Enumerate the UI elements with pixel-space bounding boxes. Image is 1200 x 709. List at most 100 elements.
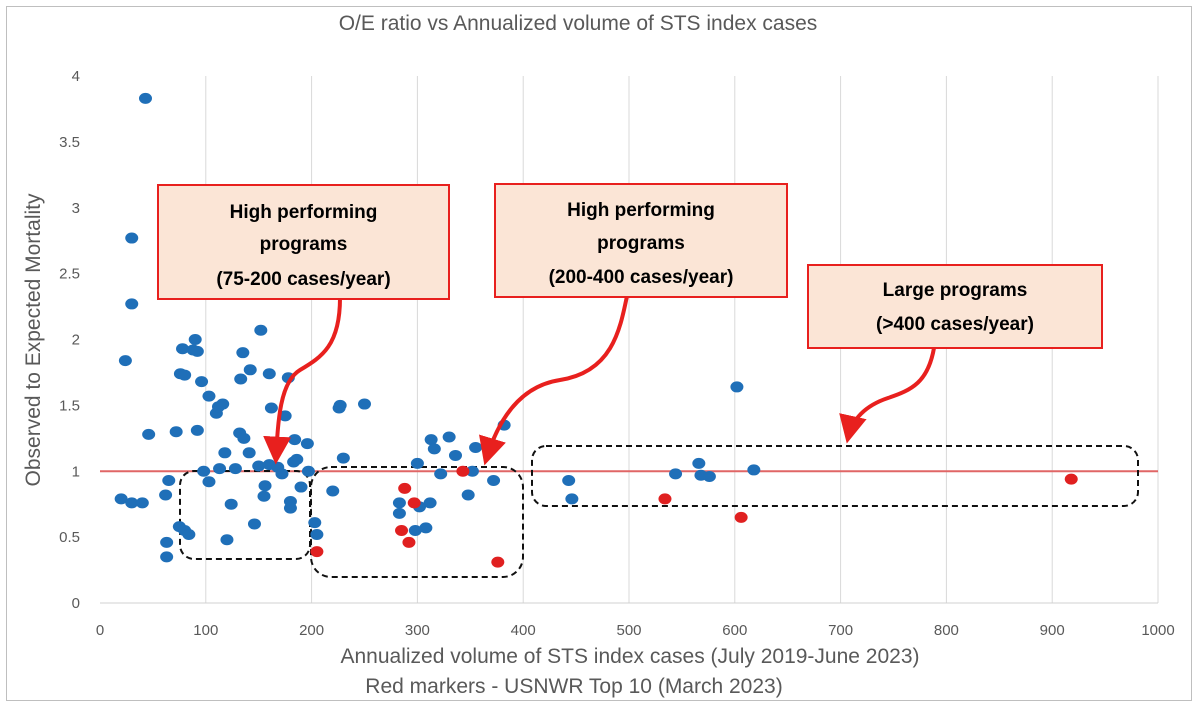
y-tick-label: 1 bbox=[72, 463, 80, 480]
data-point bbox=[125, 232, 139, 244]
data-point bbox=[326, 485, 340, 497]
data-point bbox=[465, 465, 479, 477]
data-point-top10 bbox=[1064, 473, 1078, 485]
data-point bbox=[135, 497, 149, 509]
data-point-top10 bbox=[398, 482, 412, 494]
data-point bbox=[202, 476, 216, 488]
data-point bbox=[423, 497, 437, 509]
data-point bbox=[125, 298, 139, 310]
x-tick-label: 100 bbox=[193, 622, 218, 639]
data-point bbox=[224, 498, 238, 510]
data-point-top10 bbox=[491, 556, 505, 568]
data-point bbox=[434, 468, 448, 480]
callout-line: programs bbox=[260, 234, 348, 255]
data-point bbox=[333, 399, 347, 411]
callout-line: (>400 cases/year) bbox=[876, 314, 1034, 335]
y-tick-label: 2 bbox=[72, 332, 80, 349]
y-tick-label: 1.5 bbox=[59, 397, 80, 414]
y-axis-title: Observed to Expected Mortality bbox=[22, 193, 45, 486]
data-point-top10 bbox=[658, 493, 672, 505]
data-point bbox=[138, 92, 152, 104]
data-point bbox=[487, 474, 501, 486]
callout-large: Large programs (>400 cases/year) bbox=[807, 264, 1103, 349]
data-point bbox=[197, 465, 211, 477]
data-point bbox=[118, 355, 132, 367]
chart-title: O/E ratio vs Annualized volume of STS in… bbox=[339, 12, 818, 35]
data-point bbox=[159, 489, 173, 501]
arrow-icon bbox=[839, 347, 936, 444]
data-point bbox=[237, 432, 251, 444]
data-point bbox=[424, 434, 438, 446]
callout-75-200: High performing programs (75-200 cases/y… bbox=[157, 184, 450, 300]
y-tick-label: 0 bbox=[72, 595, 80, 612]
data-point bbox=[747, 464, 761, 476]
callout-line: High performing bbox=[230, 202, 378, 223]
x-axis-title: Annualized volume of STS index cases (Ju… bbox=[341, 645, 920, 668]
data-point bbox=[176, 343, 190, 355]
data-point bbox=[202, 390, 216, 402]
data-point bbox=[290, 453, 304, 465]
data-point bbox=[288, 434, 302, 446]
data-point bbox=[294, 481, 308, 493]
group-outline-large bbox=[531, 445, 1139, 507]
x-tick-label: 300 bbox=[405, 622, 430, 639]
data-point bbox=[257, 490, 271, 502]
data-point bbox=[730, 381, 744, 393]
data-point bbox=[243, 364, 257, 376]
data-point bbox=[565, 493, 579, 505]
x-tick-label: 400 bbox=[511, 622, 536, 639]
arrow-icon bbox=[479, 295, 629, 466]
data-point-top10 bbox=[395, 525, 409, 537]
data-point bbox=[310, 528, 324, 540]
data-point bbox=[264, 402, 278, 414]
data-point bbox=[216, 398, 230, 410]
data-point bbox=[392, 497, 406, 509]
x-tick-label: 900 bbox=[1040, 622, 1065, 639]
y-tick-label: 3.5 bbox=[59, 134, 80, 151]
data-point bbox=[258, 480, 272, 492]
data-point bbox=[160, 551, 174, 563]
data-point bbox=[669, 468, 683, 480]
data-point bbox=[448, 449, 462, 461]
data-point bbox=[190, 345, 204, 357]
y-axis-ticks: 0 0.5 1 1.5 2 2.5 3 3.5 4 bbox=[59, 68, 80, 612]
data-point bbox=[692, 457, 706, 469]
data-point bbox=[195, 376, 209, 388]
group-outline-75-200 bbox=[179, 470, 311, 560]
data-point bbox=[300, 438, 314, 450]
x-tick-label: 800 bbox=[934, 622, 959, 639]
data-point bbox=[218, 447, 232, 459]
x-tick-label: 700 bbox=[828, 622, 853, 639]
data-point bbox=[461, 489, 475, 501]
data-point bbox=[408, 525, 422, 537]
data-point bbox=[247, 518, 261, 530]
data-point bbox=[308, 517, 322, 529]
x-tick-label: 600 bbox=[722, 622, 747, 639]
x-tick-label: 500 bbox=[616, 622, 641, 639]
data-point bbox=[442, 431, 456, 443]
data-point bbox=[254, 324, 268, 336]
data-point bbox=[169, 426, 183, 438]
data-points bbox=[114, 92, 1078, 568]
data-point-top10 bbox=[734, 511, 748, 523]
data-point bbox=[469, 442, 483, 454]
x-axis-subtitle: Red markers - USNWR Top 10 (March 2023) bbox=[365, 675, 782, 698]
callout-200-400: High performing programs (200-400 cases/… bbox=[494, 183, 788, 298]
data-point bbox=[234, 373, 248, 385]
callout-line: (75-200 cases/year) bbox=[216, 269, 390, 290]
data-point bbox=[213, 463, 227, 475]
data-point bbox=[392, 507, 406, 519]
data-point-top10 bbox=[310, 546, 324, 558]
data-point bbox=[252, 460, 266, 472]
y-tick-label: 2.5 bbox=[59, 266, 80, 283]
y-tick-label: 0.5 bbox=[59, 529, 80, 546]
data-point bbox=[283, 502, 297, 514]
data-point bbox=[114, 493, 128, 505]
data-point bbox=[275, 468, 289, 480]
data-point bbox=[410, 457, 424, 469]
data-point bbox=[427, 443, 441, 455]
data-point bbox=[190, 424, 204, 436]
data-point bbox=[562, 474, 576, 486]
x-tick-label: 200 bbox=[299, 622, 324, 639]
